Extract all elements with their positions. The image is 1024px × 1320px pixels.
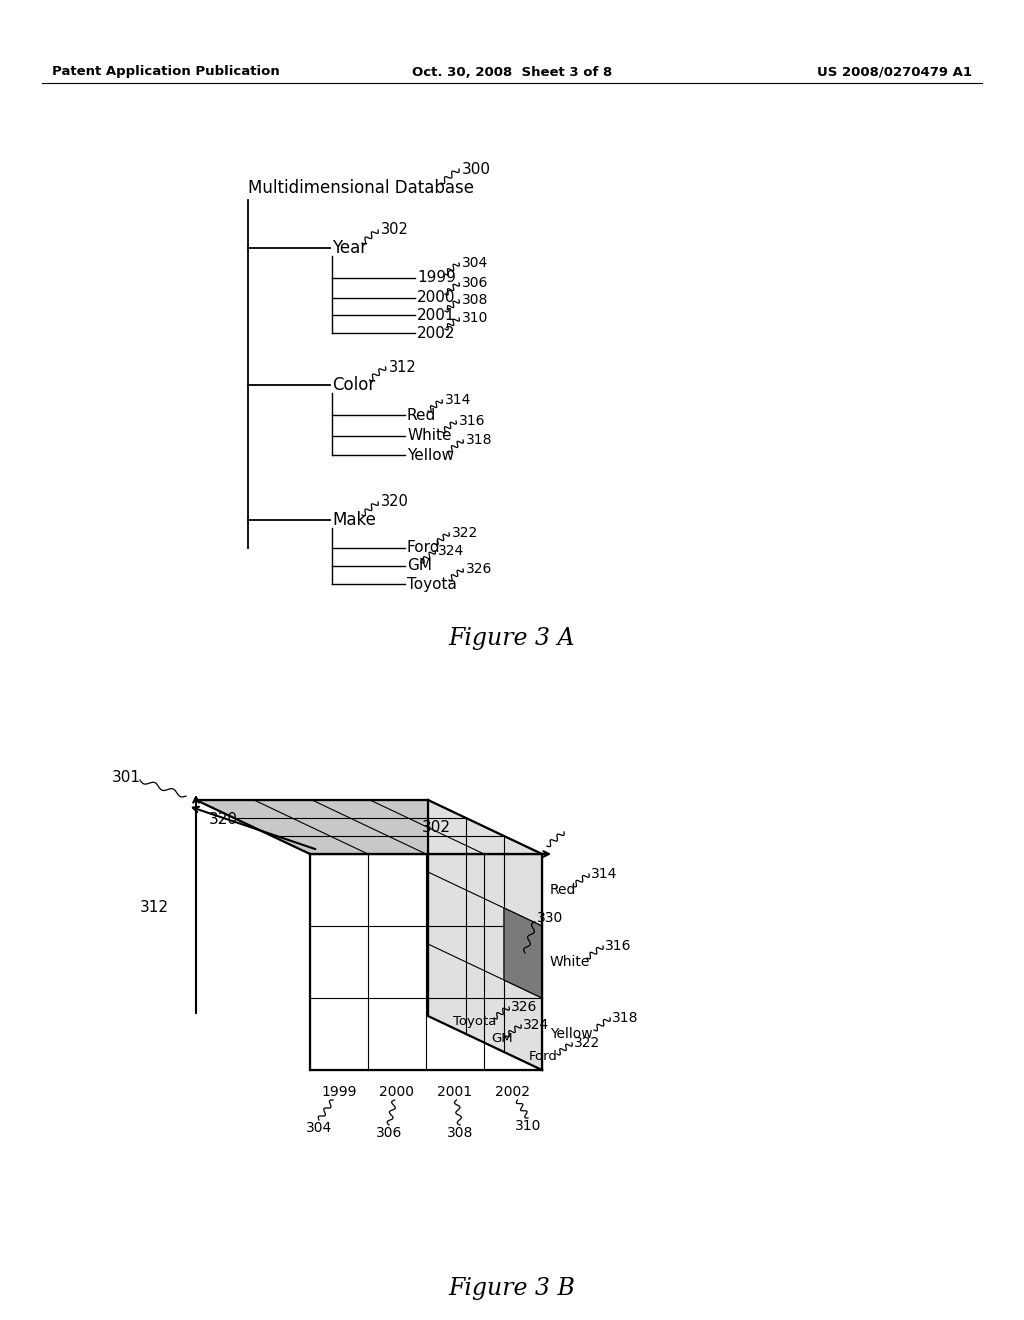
- Text: 326: 326: [466, 562, 493, 576]
- Text: Make: Make: [332, 511, 376, 529]
- Text: 318: 318: [466, 433, 493, 447]
- Text: 320: 320: [209, 812, 238, 826]
- Text: 312: 312: [139, 900, 169, 916]
- Text: 322: 322: [452, 525, 478, 540]
- Text: 1999: 1999: [322, 1085, 356, 1100]
- Text: Toyota: Toyota: [407, 577, 457, 591]
- Text: 316: 316: [459, 414, 485, 428]
- Text: GM: GM: [490, 1032, 513, 1045]
- Text: 330: 330: [537, 911, 563, 925]
- Text: 308: 308: [446, 1126, 473, 1140]
- Text: 308: 308: [462, 293, 488, 308]
- Text: 318: 318: [612, 1011, 639, 1026]
- Text: Ford: Ford: [529, 1051, 558, 1064]
- Text: Multidimensional Database: Multidimensional Database: [248, 180, 474, 197]
- Text: US 2008/0270479 A1: US 2008/0270479 A1: [817, 66, 972, 78]
- Text: 320: 320: [381, 495, 409, 510]
- Text: Patent Application Publication: Patent Application Publication: [52, 66, 280, 78]
- Text: 301: 301: [112, 771, 140, 785]
- Text: Yellow: Yellow: [550, 1027, 593, 1041]
- Text: 316: 316: [605, 939, 632, 953]
- Text: Ford: Ford: [407, 540, 440, 556]
- Text: Color: Color: [332, 376, 375, 393]
- Text: 314: 314: [591, 867, 617, 880]
- Text: Year: Year: [332, 239, 368, 257]
- Text: 1999: 1999: [417, 271, 456, 285]
- Text: 324: 324: [523, 1018, 549, 1032]
- Text: 314: 314: [445, 393, 471, 407]
- Text: 2002: 2002: [417, 326, 456, 341]
- Text: 302: 302: [422, 821, 451, 836]
- Text: 310: 310: [515, 1119, 542, 1133]
- Text: 304: 304: [306, 1121, 332, 1135]
- Text: 306: 306: [462, 276, 488, 290]
- Text: 306: 306: [376, 1126, 402, 1140]
- Text: 326: 326: [511, 1001, 538, 1014]
- Text: Red: Red: [407, 408, 436, 422]
- Polygon shape: [310, 854, 542, 1071]
- Polygon shape: [504, 908, 542, 998]
- Polygon shape: [428, 800, 542, 1071]
- Text: 300: 300: [462, 161, 490, 177]
- Text: Toyota: Toyota: [453, 1015, 497, 1027]
- Text: 2000: 2000: [417, 290, 456, 305]
- Text: 302: 302: [381, 223, 409, 238]
- Text: White: White: [550, 954, 591, 969]
- Text: 304: 304: [462, 256, 488, 271]
- Text: 2002: 2002: [496, 1085, 530, 1100]
- Polygon shape: [196, 800, 542, 854]
- Text: 2000: 2000: [380, 1085, 415, 1100]
- Text: 310: 310: [462, 312, 488, 325]
- Text: 322: 322: [574, 1036, 600, 1049]
- Text: Figure 3 A: Figure 3 A: [449, 627, 575, 649]
- Text: GM: GM: [407, 558, 432, 573]
- Text: Yellow: Yellow: [407, 447, 454, 462]
- Text: Figure 3 B: Figure 3 B: [449, 1276, 575, 1299]
- Text: 312: 312: [388, 359, 416, 375]
- Text: 324: 324: [438, 544, 464, 558]
- Text: 2001: 2001: [437, 1085, 472, 1100]
- Text: 2001: 2001: [417, 308, 456, 322]
- Text: White: White: [407, 429, 452, 444]
- Text: Red: Red: [550, 883, 577, 898]
- Text: Oct. 30, 2008  Sheet 3 of 8: Oct. 30, 2008 Sheet 3 of 8: [412, 66, 612, 78]
